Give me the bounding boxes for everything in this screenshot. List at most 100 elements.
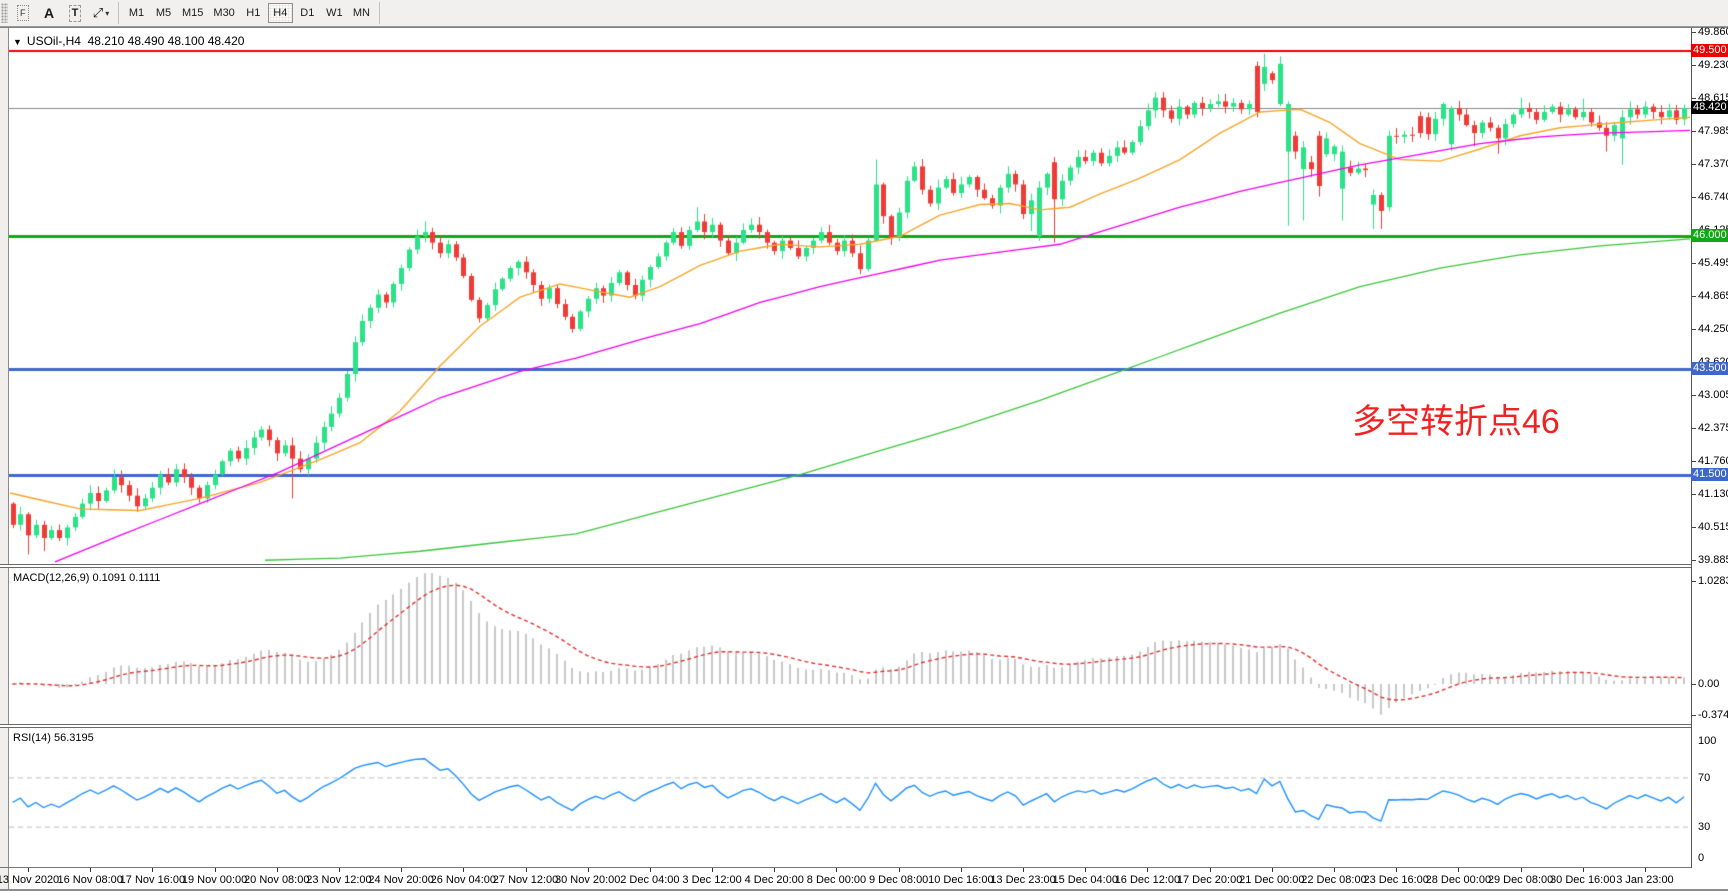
timeframe-button-D1[interactable]: D1	[295, 3, 320, 23]
time-tick-label: 30 Dec 16:00	[1550, 874, 1616, 886]
time-tick-mark	[338, 868, 340, 872]
timeframe-button-M15[interactable]: M15	[178, 3, 207, 23]
timeframe-button-M30[interactable]: M30	[209, 3, 238, 23]
label-a-icon: A	[43, 5, 55, 21]
text-tool-button[interactable]: T	[62, 2, 88, 24]
time-tick-label: 19 Nov 00:00	[181, 874, 248, 886]
time-tick-label: 10 Dec 16:00	[928, 874, 994, 886]
timeframe-group: M1 M5 M15 M30 H1 H4 D1 W1 MN	[123, 3, 375, 23]
price-tick-mark	[1692, 163, 1696, 165]
time-tick-label: 17 Dec 20:00	[1176, 874, 1243, 886]
time-tick-mark	[276, 868, 278, 872]
time-tick-label: 13 Dec 23:00	[990, 874, 1056, 886]
time-tick-label: 22 Dec 08:00	[1301, 874, 1367, 886]
price-tick-mark	[1692, 263, 1696, 265]
time-tick-label: 9 Dec 08:00	[868, 874, 929, 886]
macd-axis-label: 0.00	[1698, 678, 1720, 690]
time-tick-mark	[649, 868, 651, 872]
price-tick-mark	[1692, 197, 1696, 199]
time-tick-label: 27 Nov 12:00	[492, 874, 559, 886]
timeframe-button-W1[interactable]: W1	[322, 3, 347, 23]
macd-panel: MACD(12,26,9) 0.1091 0.1111	[0, 568, 1691, 724]
price-tick-mark	[1692, 97, 1696, 99]
time-tick-label: 24 Nov 20:00	[368, 874, 434, 886]
price-tick-mark	[1692, 526, 1696, 528]
time-tick-label: 23 Nov 12:00	[306, 874, 372, 886]
price-tick-label: 43.005	[1698, 388, 1728, 401]
toolbar-separator	[118, 2, 119, 24]
time-tick-label: 2 Dec 04:00	[620, 874, 680, 886]
price-panel: ▼ USOil-,H4 48.210 48.490 48.100 48.420 多…	[0, 28, 1691, 564]
time-tick-mark	[1582, 868, 1584, 872]
time-tick-label: 15 Dec 04:00	[1052, 874, 1118, 886]
time-axis[interactable]: 13 Nov 2020 16 Nov 08:00 17 Nov 16:00 19 No…	[0, 868, 1691, 891]
price-tick-mark	[1692, 428, 1696, 430]
time-axis-line	[0, 867, 1691, 868]
rsi-axis-label: 0	[1698, 852, 1705, 864]
time-tick-label: 29 Dec 08:00	[1487, 874, 1554, 886]
timeframe-button-M5[interactable]: M5	[151, 3, 176, 23]
macd-canvas[interactable]	[0, 568, 1691, 724]
collapse-triangle-icon[interactable]: ▼	[13, 37, 22, 47]
time-tick-label: 28 Dec 00:00	[1425, 874, 1492, 886]
toolbar-grip[interactable]	[1, 3, 8, 23]
support-badge: 41.500	[1691, 467, 1728, 481]
window-left-frame	[0, 28, 9, 891]
macd-axis-label: -0.3748	[1698, 709, 1728, 721]
price-tick-mark	[1692, 65, 1696, 67]
macd-axis-label: 1.0283	[1698, 575, 1728, 588]
toolbar: F A T ⤢ ▾ M1 M5 M15 M30 H1 H4 D1 W1 MN	[0, 0, 1728, 27]
chart-title: ▼ USOil-,H4 48.210 48.490 48.100 48.420	[13, 34, 244, 48]
macd-values: 0.1091 0.1111	[92, 572, 161, 584]
price-tick-label: 41.760	[1698, 454, 1728, 467]
price-tick-label: 46.740	[1698, 191, 1728, 204]
time-tick-mark	[1644, 868, 1646, 872]
time-tick-mark	[1023, 868, 1025, 872]
arrows-tool-button[interactable]: ⤢ ▾	[88, 2, 114, 24]
label-a-tool-button[interactable]: A	[36, 2, 62, 24]
support-badge: 43.500	[1691, 361, 1728, 375]
time-tick-mark	[214, 868, 216, 872]
pivot-badge: 46.000	[1691, 229, 1728, 243]
time-tick-mark	[1209, 868, 1211, 872]
time-tick-label: 4 Dec 20:00	[744, 874, 804, 886]
time-tick-mark	[1520, 868, 1522, 872]
rsi-canvas[interactable]	[0, 728, 1691, 867]
annotation-text[interactable]: 多空转折点46	[1352, 403, 1560, 441]
panel-splitter[interactable]	[0, 564, 1691, 568]
time-tick-mark	[1396, 868, 1398, 872]
price-tick-label: 41.130	[1698, 488, 1728, 501]
macd-name: MACD(12,26,9)	[13, 572, 90, 584]
timeframe-button-MN[interactable]: MN	[349, 3, 374, 23]
time-tick-mark	[1271, 868, 1273, 872]
price-axis[interactable]: 49.86049.23048.61547.98547.37046.74046.1…	[1691, 26, 1728, 891]
rsi-panel: RSI(14) 56.3195	[0, 728, 1691, 867]
dropdown-caret-icon: ▾	[105, 8, 110, 18]
price-tick-mark	[1692, 394, 1696, 396]
time-tick-label: 30 Nov 20:00	[554, 874, 621, 886]
time-tick-label: 3 Dec 12:00	[682, 874, 742, 886]
macd-label: MACD(12,26,9) 0.1091 0.1111	[13, 572, 160, 584]
time-tick-label: 3 Jan 23:00	[1616, 874, 1674, 886]
timeframe-button-H4[interactable]: H4	[267, 3, 293, 23]
time-tick-label: 23 Dec 16:00	[1363, 874, 1429, 886]
timeframe-button-M1[interactable]: M1	[124, 3, 149, 23]
rsi-value: 56.3195	[53, 732, 94, 744]
macd-tick-mark	[1692, 715, 1696, 716]
price-tick-label: 48.615	[1698, 91, 1728, 104]
panel-splitter[interactable]	[0, 724, 1691, 728]
time-tick-mark	[836, 868, 838, 872]
time-tick-mark	[712, 868, 714, 872]
price-tick-mark	[1692, 560, 1696, 561]
toolbar-separator	[378, 2, 380, 24]
time-tick-mark	[1085, 868, 1087, 872]
time-tick-label: 8 Dec 00:00	[806, 874, 867, 886]
time-tick-label: 20 Nov 08:00	[244, 874, 310, 886]
rsi-axis-label: 70	[1698, 771, 1711, 784]
rsi-axis-label: 30	[1698, 821, 1711, 834]
price-tick-mark	[1692, 494, 1696, 496]
time-tick-mark	[1147, 868, 1149, 872]
timeframe-button-H1[interactable]: H1	[241, 3, 266, 23]
grid-f-tool-button[interactable]: F	[10, 2, 36, 24]
price-chart-canvas[interactable]	[0, 28, 1691, 564]
